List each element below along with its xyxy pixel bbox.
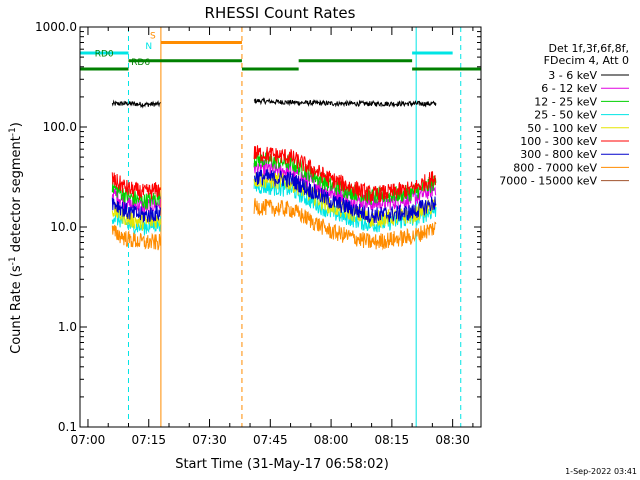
series-line-300-800kev-1 [254, 169, 437, 224]
series-line-25-50kev-0 [111, 210, 161, 236]
legend-label-1: 6 - 12 keV [541, 82, 597, 95]
series-line-300-800kev-0 [111, 197, 161, 223]
plot-area: NS RD0 RD6 0.1 1.0 10.0 100.0 1000.0 07:00 07:15 0… [35, 20, 482, 447]
flag-label-n: N [145, 42, 152, 52]
y-tick-label-0: 0.1 [58, 420, 77, 434]
legend-label-4: 50 - 100 keV [527, 122, 597, 135]
y-axis-label-suffix: ) [9, 122, 24, 127]
y-tick-label-1: 1.0 [58, 320, 77, 334]
legend-label-7: 800 - 7000 keV [513, 161, 597, 174]
flag-label-s: S [150, 31, 156, 41]
series-line-100-300kev-0 [111, 172, 161, 201]
x-tick-label-1: 07:15 [131, 433, 166, 447]
series-line-50-100kev-0 [111, 202, 161, 231]
x-tick-label-2: 07:30 [192, 433, 227, 447]
legend-label-5: 100 - 300 keV [520, 135, 597, 148]
series-line-100-300kev-1 [253, 145, 437, 203]
legend-label-3: 25 - 50 keV [534, 109, 597, 122]
series-line-3-6kev-0 [111, 99, 161, 109]
legend-label-8: 7000 - 15000 keV [499, 175, 597, 188]
legend-label-2: 12 - 25 keV [534, 95, 597, 108]
chart-title: RHESSI Count Rates [205, 4, 356, 22]
y-axis-label-exponent-1: -1 [8, 256, 18, 265]
y-tick-label-4: 1000.0 [35, 20, 77, 34]
y-axis-label-exponent-2: -1 [8, 127, 18, 136]
y-axis-label: Count Rate (s-1 detector segment-1) [8, 122, 24, 354]
flag-label-rd0: RD0 [95, 50, 114, 60]
legend-label-0: 3 - 6 keV [548, 69, 597, 82]
series-line-800-7000kev-1 [253, 198, 437, 251]
generation-timestamp: 1-Sep-2022 03:41 [565, 467, 637, 476]
series-line-3-6kev-1 [253, 97, 437, 109]
y-axis-label-middle: detector segment [9, 136, 24, 256]
x-axis-label: Start Time (31-May-17 06:58:02) [175, 457, 389, 472]
legend-header-decimation: FDecim 4, Att 0 [544, 54, 629, 67]
series-line-800-7000kev-0 [111, 224, 161, 251]
legend-label-6: 300 - 800 keV [520, 148, 597, 161]
y-axis-label-prefix: Count Rate (s [9, 265, 24, 354]
y-tick-label-3: 100.0 [43, 120, 77, 134]
y-tick-label-2: 10.0 [50, 220, 77, 234]
x-tick-label-5: 08:15 [375, 433, 410, 447]
x-tick-label-4: 08:00 [314, 433, 349, 447]
x-tick-label-0: 07:00 [71, 433, 106, 447]
series-line-12-25kev-0 [111, 179, 161, 210]
series-line-25-50kev-1 [253, 177, 437, 233]
flag-label-rd6: RD6 [131, 58, 150, 68]
x-tick-label-6: 08:30 [435, 433, 470, 447]
legend-header-detectors: Det 1f,3f,6f,8f, [548, 42, 629, 55]
legend: Det 1f,3f,6f,8f, FDecim 4, Att 0 3 - 6 k… [499, 42, 629, 188]
x-tick-label-3: 07:45 [253, 433, 288, 447]
